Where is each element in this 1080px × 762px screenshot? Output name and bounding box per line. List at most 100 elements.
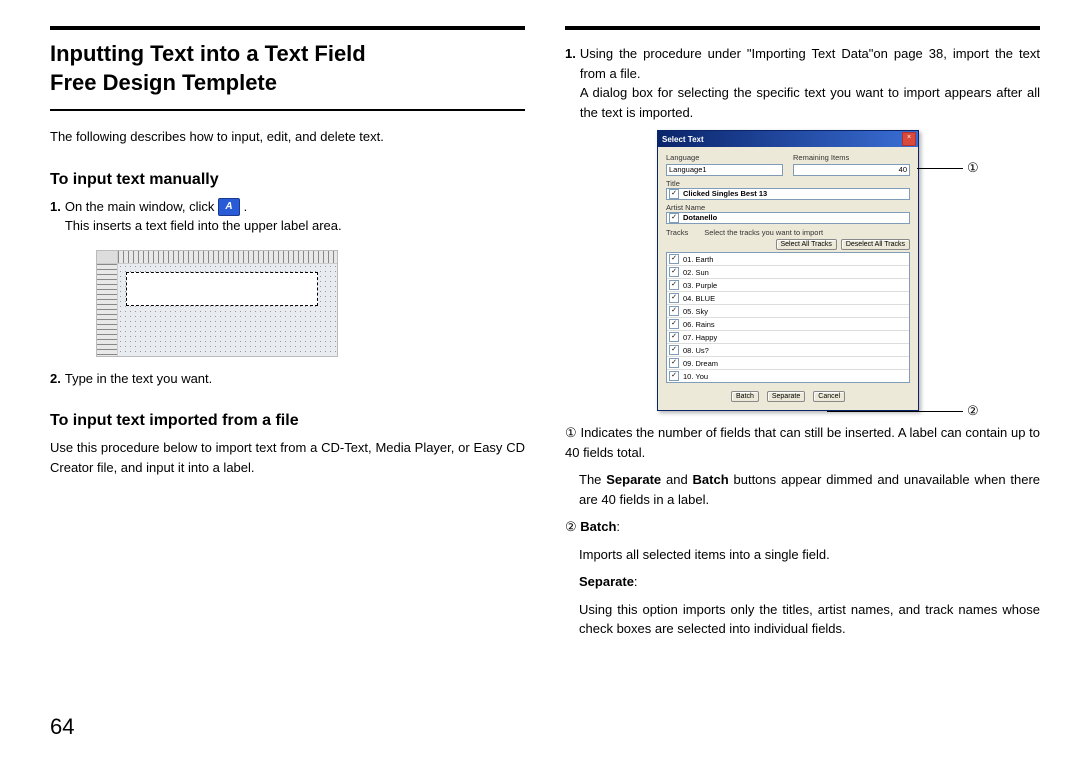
subheading-manual: To input text manually — [50, 171, 525, 189]
track-label: 03. Purple — [683, 281, 717, 290]
desc2-batch-label: Batch — [580, 519, 616, 534]
track-row[interactable]: ✓ 07. Happy — [667, 331, 909, 344]
track-label: 10. You — [683, 372, 708, 381]
track-checkbox[interactable]: ✓ — [669, 267, 679, 277]
deselect-all-button[interactable]: Deselect All Tracks — [841, 239, 910, 250]
import-desc: Use this procedure below to import text … — [50, 438, 525, 477]
desc2-sep-colon: : — [634, 574, 638, 589]
tracks-label: Tracks — [666, 228, 688, 237]
artist-label: Artist Name — [666, 203, 910, 212]
track-label: 06. Rains — [683, 320, 715, 329]
d1b-batch: Batch — [693, 472, 729, 487]
track-row[interactable]: ✓ 08. Us? — [667, 344, 909, 357]
track-row[interactable]: ✓09. Dream — [667, 357, 909, 370]
label-editor-screenshot — [96, 250, 356, 357]
track-label: 08. Us? — [683, 346, 709, 355]
step2-text: Type in the text you want. — [65, 369, 525, 389]
callout1-label: ① — [967, 160, 979, 176]
title-checkbox[interactable]: ✓ — [669, 189, 679, 199]
desc-2-batch: ② Batch: — [565, 517, 1040, 537]
step1-text-b: . — [244, 199, 248, 214]
desc-2-sep: Separate: — [579, 572, 1040, 592]
r-step1a: Using the procedure under "Importing Tex… — [580, 46, 1040, 81]
track-checkbox[interactable]: ✓ — [669, 332, 679, 342]
label-editor-mock — [96, 250, 338, 357]
language-field[interactable]: Language1 — [666, 164, 783, 176]
d1b-mid: and — [666, 472, 693, 487]
desc2-num: ② — [565, 519, 577, 534]
cancel-button[interactable]: Cancel — [813, 391, 845, 402]
separate-button[interactable]: Separate — [767, 391, 805, 402]
select-all-button[interactable]: Select All Tracks — [776, 239, 837, 250]
subheading-import: To input text imported from a file — [50, 412, 525, 430]
callout2-label: ② — [967, 403, 979, 419]
manual-page: Inputting Text into a Text Field Free De… — [0, 0, 1080, 762]
right-step-1: 1. Using the procedure under "Importing … — [565, 44, 1040, 122]
artist-checkbox[interactable]: ✓ — [669, 213, 679, 223]
right-column: 1. Using the procedure under "Importing … — [565, 26, 1040, 742]
step-2: 2. Type in the text you want. — [50, 369, 525, 389]
track-checkbox[interactable]: ✓ — [669, 254, 679, 264]
desc-1: ① Indicates the number of fields that ca… — [565, 423, 1040, 462]
step-body: Using the procedure under "Importing Tex… — [580, 44, 1040, 122]
track-label: 01. Earth — [683, 255, 713, 264]
page-number: 64 — [50, 714, 74, 740]
artist-value: Dotanello — [683, 213, 717, 223]
track-checkbox[interactable]: ✓ — [669, 371, 679, 381]
intro-text: The following describes how to input, ed… — [50, 127, 525, 147]
heading-line2: Free Design Templete — [50, 70, 277, 95]
ruler-h — [118, 251, 337, 263]
desc1-num: ① — [565, 425, 577, 440]
step-number: 1. — [565, 44, 576, 122]
d1b-sep: Separate — [606, 472, 661, 487]
track-row[interactable]: ✓ 03. Purple — [667, 279, 909, 292]
labels-row: Language Remaining Items — [666, 153, 910, 162]
title-label: Title — [666, 179, 910, 188]
dialog-body: Language Remaining Items Language1 40 Ti… — [658, 147, 918, 410]
left-column: Inputting Text into a Text Field Free De… — [50, 26, 525, 742]
desc-1b: The Separate and Batch buttons appear di… — [579, 470, 1040, 509]
step1-text-c: This inserts a text field into the upper… — [65, 218, 342, 233]
fields-row: Language1 40 — [666, 164, 910, 176]
d1b-a: The — [579, 472, 606, 487]
step-number: 2. — [50, 369, 61, 389]
track-checkbox[interactable]: ✓ — [669, 306, 679, 316]
track-checkbox[interactable]: ✓ — [669, 293, 679, 303]
track-buttons: Select All Tracks Deselect All Tracks — [666, 239, 910, 250]
track-row[interactable]: ✓04. BLUE — [667, 292, 909, 305]
track-row[interactable]: ✓ 06. Rains — [667, 318, 909, 331]
rule-top-right — [565, 26, 1040, 30]
track-row[interactable]: ✓ 05. Sky — [667, 305, 909, 318]
close-icon[interactable]: × — [902, 132, 916, 146]
track-row[interactable]: ✓ 10. You — [667, 370, 909, 382]
track-checkbox[interactable]: ✓ — [669, 280, 679, 290]
track-checkbox[interactable]: ✓ — [669, 358, 679, 368]
desc2-sep-label: Separate — [579, 574, 634, 589]
r-step1b: A dialog box for selecting the specific … — [580, 85, 1040, 120]
track-row[interactable]: ✓ 02. Sun — [667, 266, 909, 279]
artist-field[interactable]: ✓ Dotanello — [666, 212, 910, 224]
remaining-label: Remaining Items — [793, 153, 849, 162]
select-text-dialog: Select Text × Language Remaining Items L… — [657, 130, 919, 411]
ruler-horizontal — [97, 251, 337, 264]
batch-button[interactable]: Batch — [731, 391, 759, 402]
label-canvas — [118, 264, 337, 356]
heading-line1: Inputting Text into a Text Field — [50, 41, 366, 66]
remaining-field: 40 — [793, 164, 910, 176]
ruler-corner — [97, 251, 118, 263]
track-checkbox[interactable]: ✓ — [669, 319, 679, 329]
track-label: 02. Sun — [683, 268, 709, 277]
desc2-colon: : — [616, 519, 620, 534]
rule-top — [50, 26, 525, 30]
dialog-footer: Batch Separate Cancel — [666, 391, 910, 402]
step1-text-a: On the main window, click — [65, 199, 218, 214]
track-label: 07. Happy — [683, 333, 717, 342]
ruler-vertical — [97, 264, 118, 356]
rule-mid — [50, 109, 525, 111]
tracks-header: Tracks Select the tracks you want to imp… — [666, 228, 910, 237]
dialog-titlebar: Select Text × — [658, 131, 918, 147]
track-checkbox[interactable]: ✓ — [669, 345, 679, 355]
title-field[interactable]: ✓ Clicked Singles Best 13 — [666, 188, 910, 200]
track-row[interactable]: ✓ 01. Earth — [667, 253, 909, 266]
track-label: 05. Sky — [683, 307, 708, 316]
